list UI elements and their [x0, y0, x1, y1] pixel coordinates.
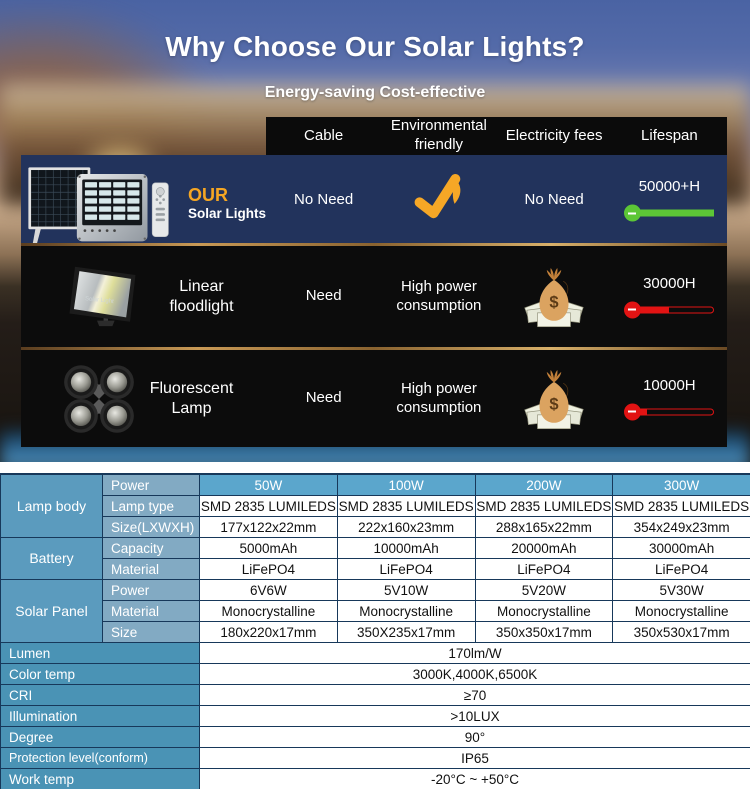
- svg-text:$: $: [550, 395, 559, 413]
- svg-text:$: $: [550, 293, 559, 311]
